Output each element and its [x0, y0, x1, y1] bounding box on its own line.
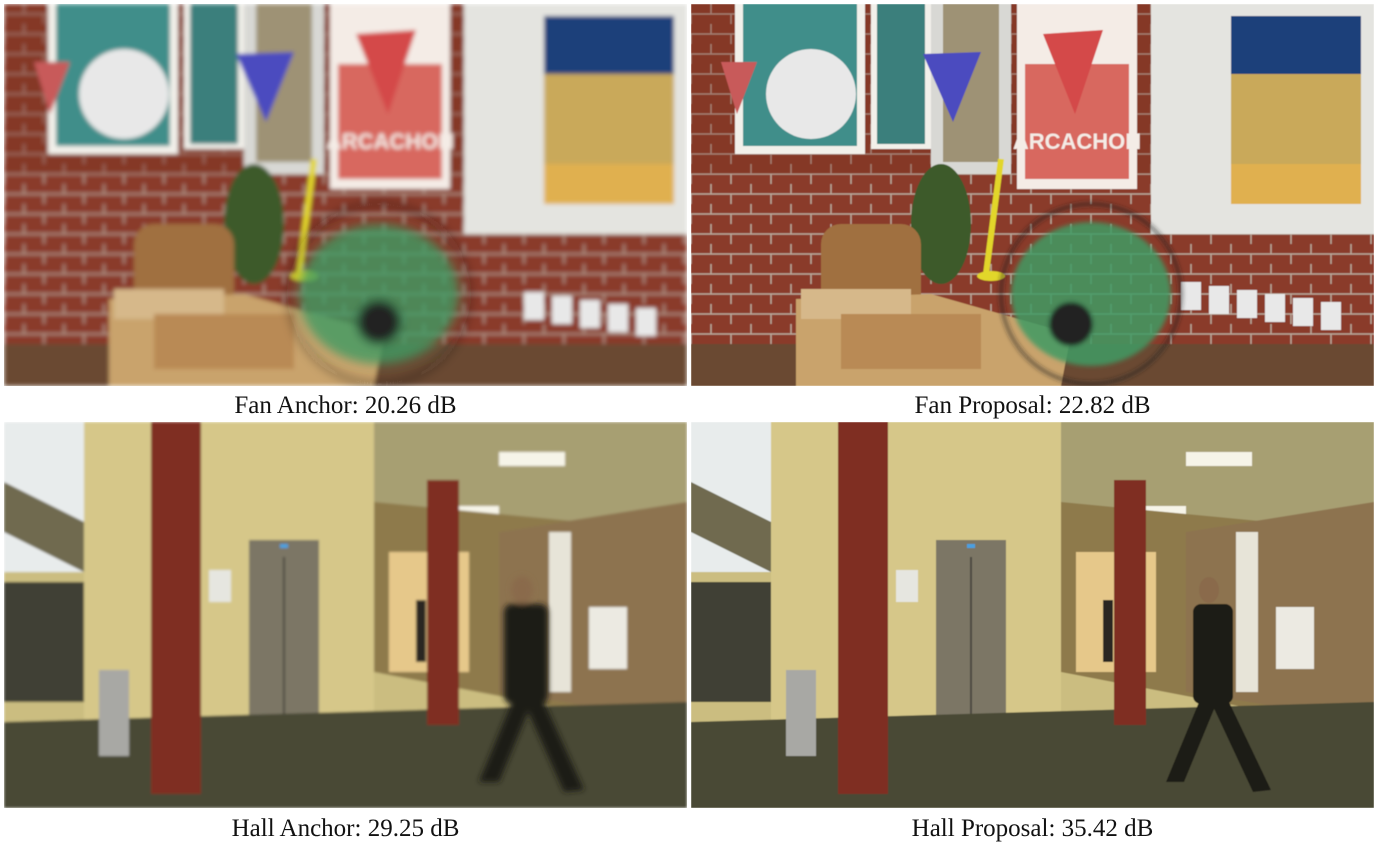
- caption-fan-anchor: Fan Anchor: 20.26 dB: [234, 392, 457, 419]
- fan-proposal-image: ARCACHON: [691, 4, 1374, 386]
- pillar-right: [427, 480, 459, 725]
- red-pennant: [1043, 30, 1103, 114]
- trash-bin: [786, 670, 816, 756]
- blue-pennant: [236, 52, 294, 122]
- fan-blurred: [287, 202, 471, 386]
- blue-pennant: [923, 52, 981, 122]
- hall-anchor-image: [4, 422, 687, 808]
- hall-scene-svg: [4, 422, 687, 808]
- desk-lamp: [296, 158, 317, 275]
- desk-lamp: [983, 158, 1004, 275]
- pillar-right: [1114, 480, 1146, 725]
- hall-scene-svg: [691, 422, 1374, 808]
- ceiling-light: [499, 452, 565, 466]
- pillar-left: [151, 422, 201, 794]
- caption-fan-proposal: Fan Proposal: 22.82 dB: [914, 392, 1151, 419]
- svg-text:ARCACHON: ARCACHON: [326, 129, 454, 154]
- plant: [224, 164, 284, 284]
- fan-scene-svg: ARCACHON: [4, 4, 687, 386]
- fan-scene-svg: ARCACHON: [691, 4, 1374, 386]
- caption-hall-proposal: Hall Proposal: 35.42 dB: [911, 815, 1154, 842]
- fan-anchor-image: ARCACHON: [4, 4, 687, 386]
- walking-person: [479, 576, 584, 792]
- hall-proposal-image: [691, 422, 1374, 808]
- ceiling-light: [1186, 452, 1252, 466]
- plant: [911, 164, 971, 284]
- trash-bin: [99, 670, 129, 756]
- caption-hall-anchor: Hall Anchor: 29.25 dB: [231, 815, 460, 842]
- fan-sharper: [999, 202, 1183, 386]
- red-pennant: [356, 30, 416, 114]
- pillar-left: [838, 422, 888, 794]
- svg-text:ARCACHON: ARCACHON: [1013, 129, 1141, 154]
- walking-person: [1166, 577, 1271, 792]
